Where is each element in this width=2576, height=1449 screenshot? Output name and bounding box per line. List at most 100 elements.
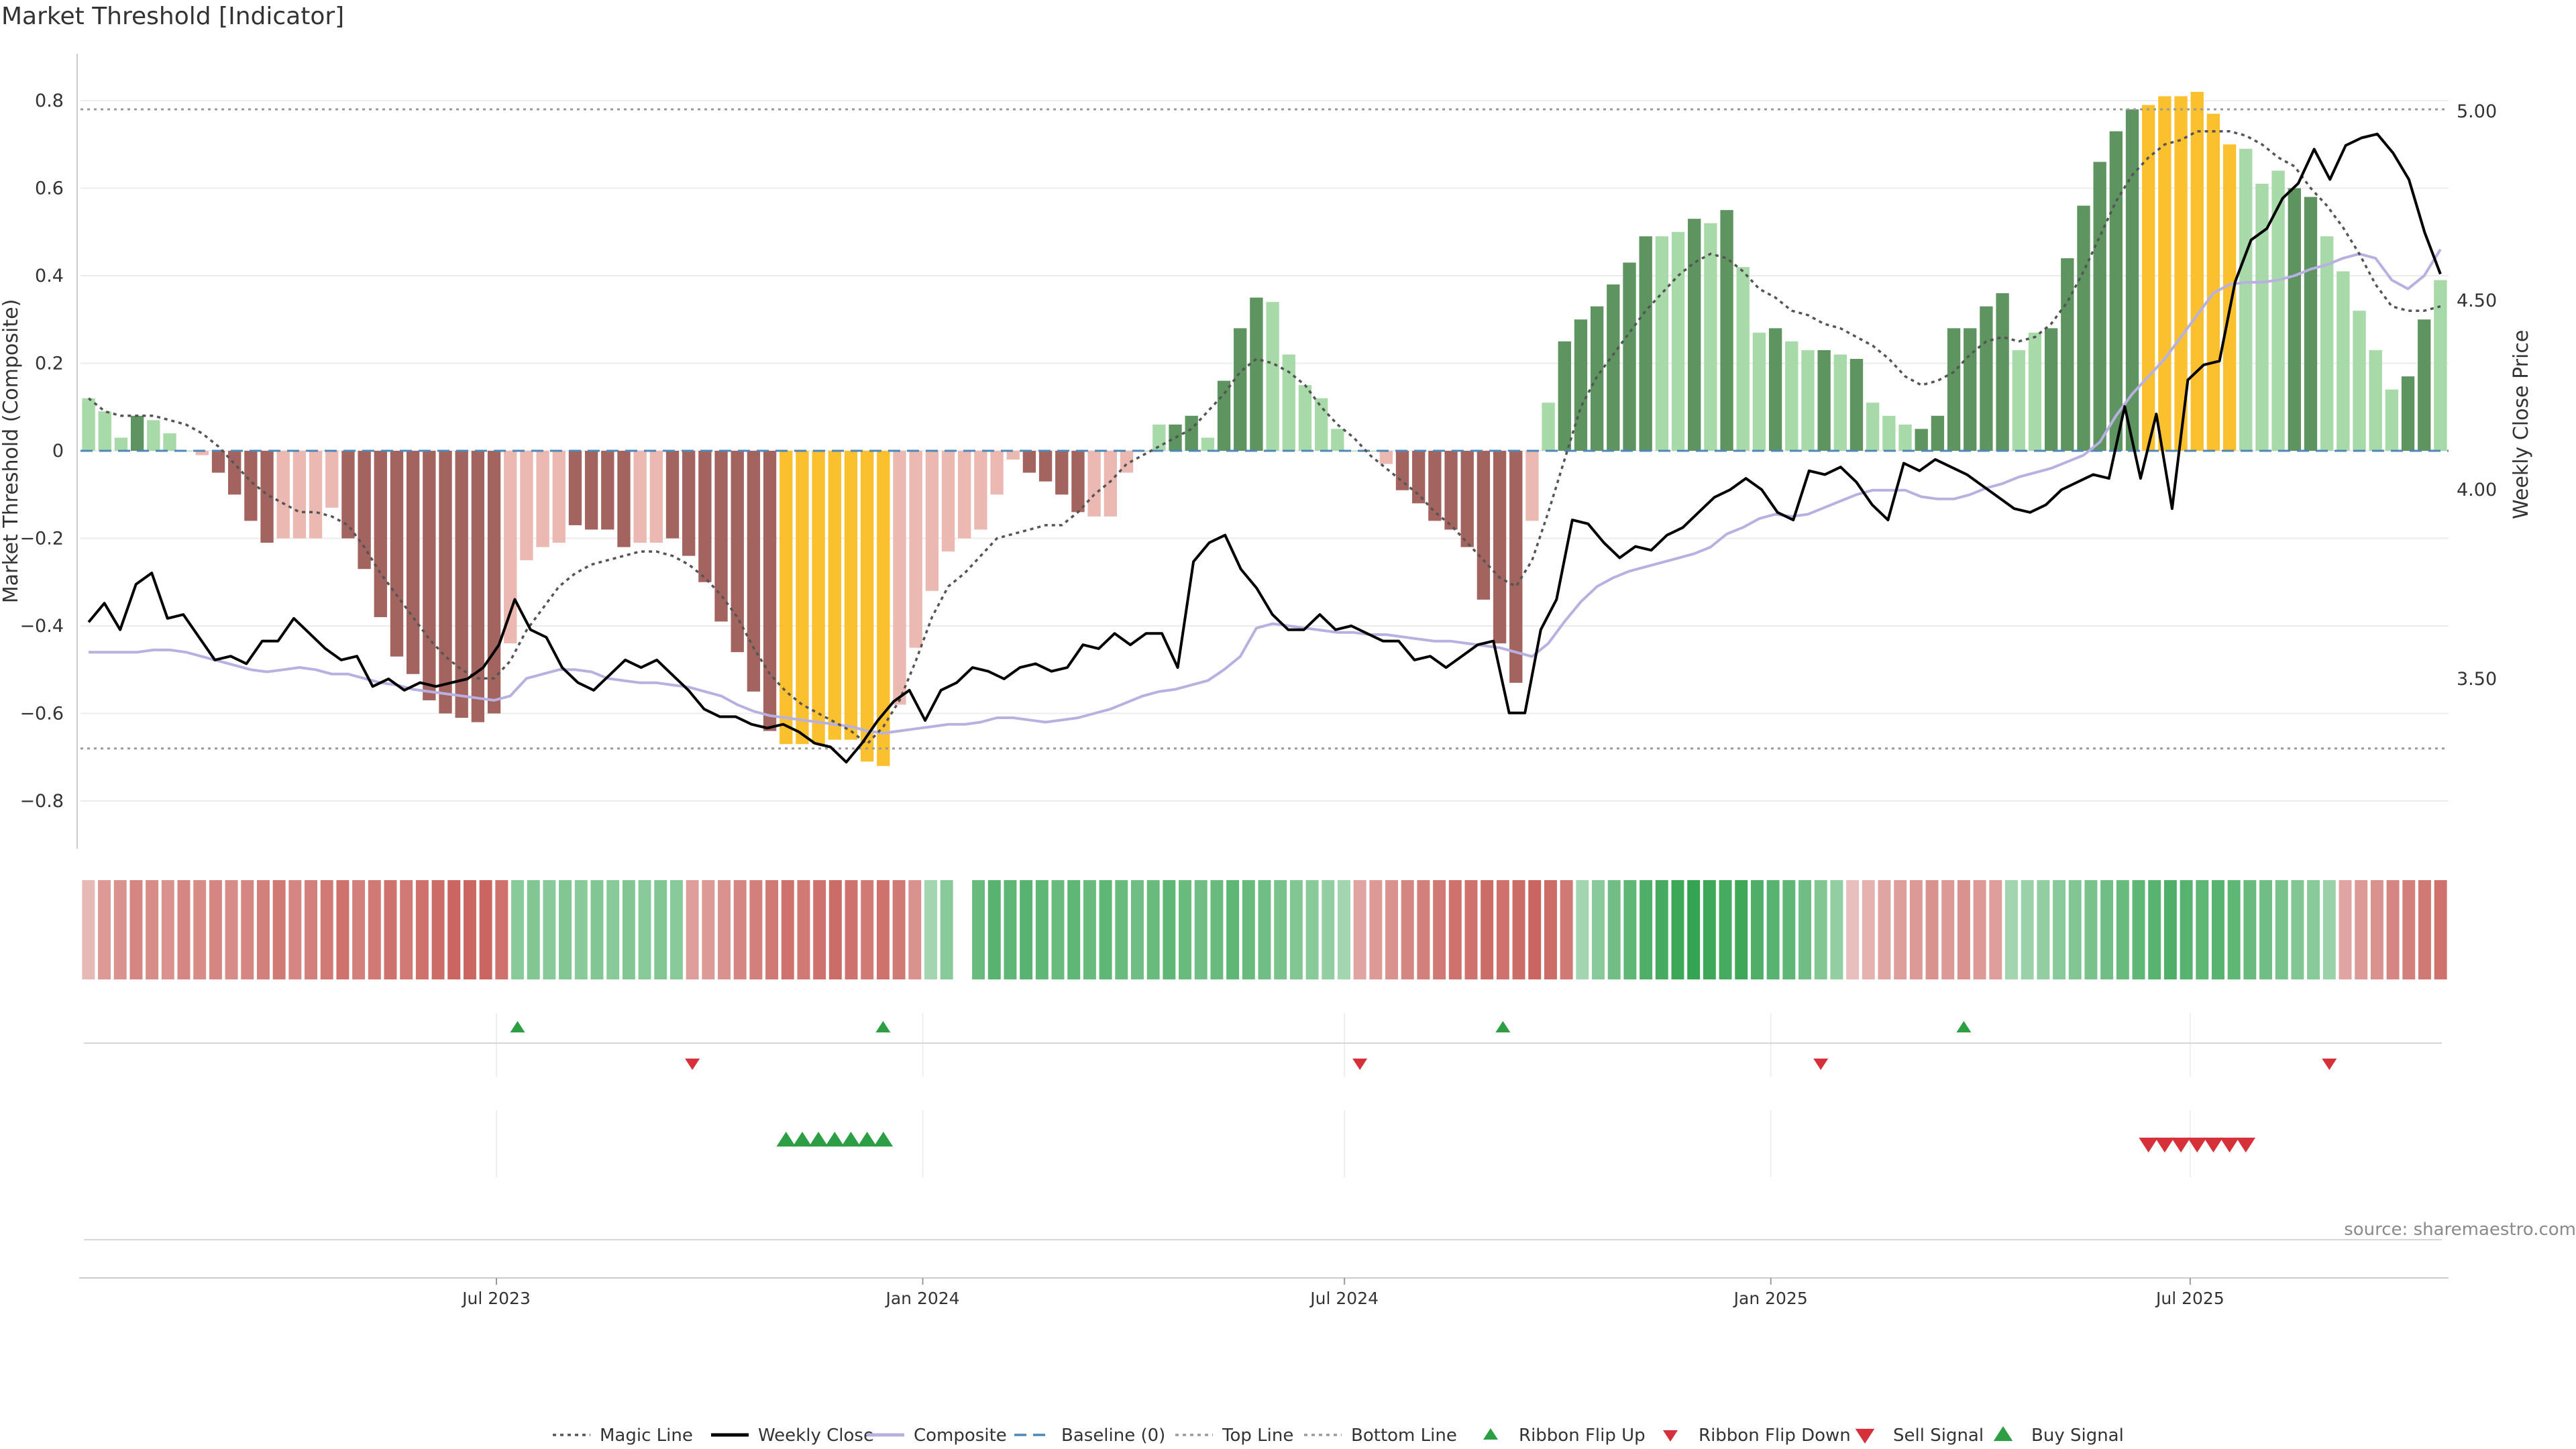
buy-signal-marker [841, 1132, 861, 1147]
composite-bar [2206, 113, 2220, 451]
composite-bar [1022, 451, 1036, 473]
composite-bar [1314, 398, 1328, 451]
composite-bar [1509, 451, 1523, 683]
legend-swatch [1483, 1428, 1498, 1440]
ribbon-cell [2037, 880, 2050, 979]
composite-bar [617, 451, 631, 547]
x-tick-label: Jul 2025 [2155, 1289, 2224, 1308]
ribbon-cell [1830, 880, 1843, 979]
composite-bar [1574, 319, 1588, 451]
legend-label: Buy Signal [2031, 1426, 2124, 1446]
ribbon-cell [1989, 880, 2002, 979]
ribbon-cell [1130, 880, 1144, 979]
composite-bar [2288, 188, 2301, 451]
composite-bar [860, 451, 874, 762]
composite-bar [1104, 451, 1117, 517]
ribbon-cell [1179, 880, 1192, 979]
composite-bar [1298, 385, 1312, 451]
ribbon-cell [1671, 880, 1684, 979]
composite-bar [2044, 328, 2058, 451]
composite-bar [731, 451, 744, 653]
composite-bar [406, 451, 420, 674]
y-tick-label: 0.2 [35, 354, 64, 374]
buy-signal-marker [824, 1132, 845, 1147]
sell-signal-marker [2171, 1137, 2191, 1152]
ribbon-cell [702, 880, 715, 979]
composite-bar [925, 451, 939, 591]
ribbon-cell [1655, 880, 1668, 979]
composite-bar [2061, 258, 2074, 451]
composite-bar [358, 451, 371, 570]
ribbon-cell [368, 880, 381, 979]
axes: 0.8 0.6 0.4 0.2 0 −0.2 −0.4 −0.6 −0.8 5.00 4.50 4.0… [0, 54, 2533, 849]
composite-bar [828, 451, 841, 740]
composite-bar [763, 451, 777, 731]
ribbon-cell [209, 880, 222, 979]
composite-bar [1768, 328, 1782, 451]
ribbon-cell [1687, 880, 1701, 979]
ribbon-cell [113, 880, 127, 979]
composite-bar [1250, 297, 1263, 451]
composite-bar [941, 451, 955, 552]
sell-signal-marker [2155, 1137, 2175, 1152]
ribbon-cell [2402, 880, 2416, 979]
ribbon-cell [1083, 880, 1096, 979]
ribbon-cell [1528, 880, 1542, 979]
ribbon-cell [590, 880, 604, 979]
composite-bar [228, 451, 241, 495]
ribbon-cell [1305, 880, 1319, 979]
ribbon-cell [2259, 880, 2273, 979]
ribbon-cell [1258, 880, 1271, 979]
composite-bar [325, 451, 339, 508]
ribbon-cell [797, 880, 810, 979]
y-tick-label: 0.4 [35, 266, 64, 286]
composite-bar [2255, 183, 2269, 451]
composite-bar [195, 451, 209, 455]
x-axis: Jul 2023 Jan 2024 Jul 2024 Jan 2025 Jul 2025 [79, 1277, 2449, 1308]
composite-bar [714, 451, 728, 622]
ribbon-cell [305, 880, 317, 979]
legend-label: Top Line [1222, 1426, 1293, 1446]
ribbon-cell [1337, 880, 1350, 979]
y-tick-label: 0.8 [35, 91, 64, 111]
x-tick-label: Jan 2024 [884, 1289, 959, 1308]
composite-bar [1038, 451, 1053, 482]
y2-tick-label: 4.00 [2457, 480, 2497, 500]
ribbon-cell [1385, 880, 1399, 979]
y-tick-label: −0.4 [19, 616, 64, 637]
ribbon-cell [1242, 880, 1255, 979]
x-tick-label: Jul 2023 [461, 1289, 531, 1308]
ribbon-cell [2339, 880, 2352, 979]
ribbon-flip-up-marker [1495, 1021, 1511, 1032]
composite-bar [893, 451, 906, 705]
composite-bar [2434, 280, 2447, 451]
y2-axis-label: Weekly Close Price [2510, 330, 2533, 519]
ribbon-cell [845, 880, 858, 979]
ribbon-cell [1163, 880, 1176, 979]
composite-bar [1704, 223, 1717, 451]
ribbon-cell [987, 880, 1001, 979]
composite-bar [1201, 437, 1215, 451]
ribbon-cell [2355, 880, 2368, 979]
composite-bar [1444, 451, 1458, 530]
ribbon-cell [1846, 880, 1860, 979]
legend-label: Ribbon Flip Up [1519, 1426, 1646, 1446]
sell-signal-marker [2204, 1137, 2223, 1152]
ribbon-flip-up-marker [875, 1021, 891, 1032]
ribbon-flip-down-marker [2322, 1059, 2337, 1070]
composite-bar [1996, 293, 2009, 451]
composite-bar [844, 451, 858, 740]
ribbon-cell [1464, 880, 1478, 979]
composite-bar [812, 451, 825, 745]
ribbon-cell [1766, 880, 1780, 979]
composite-bar [455, 451, 468, 718]
ribbon-cell [98, 880, 111, 979]
composite-bar [260, 451, 274, 543]
legend-label: Baseline (0) [1061, 1426, 1165, 1446]
composite-bar [1671, 231, 1685, 451]
ribbon-flip-down-marker [1813, 1059, 1829, 1070]
ribbon-cell [2163, 880, 2177, 979]
y2-tick-label: 5.00 [2457, 101, 2497, 122]
buy-signal-marker [857, 1132, 877, 1147]
